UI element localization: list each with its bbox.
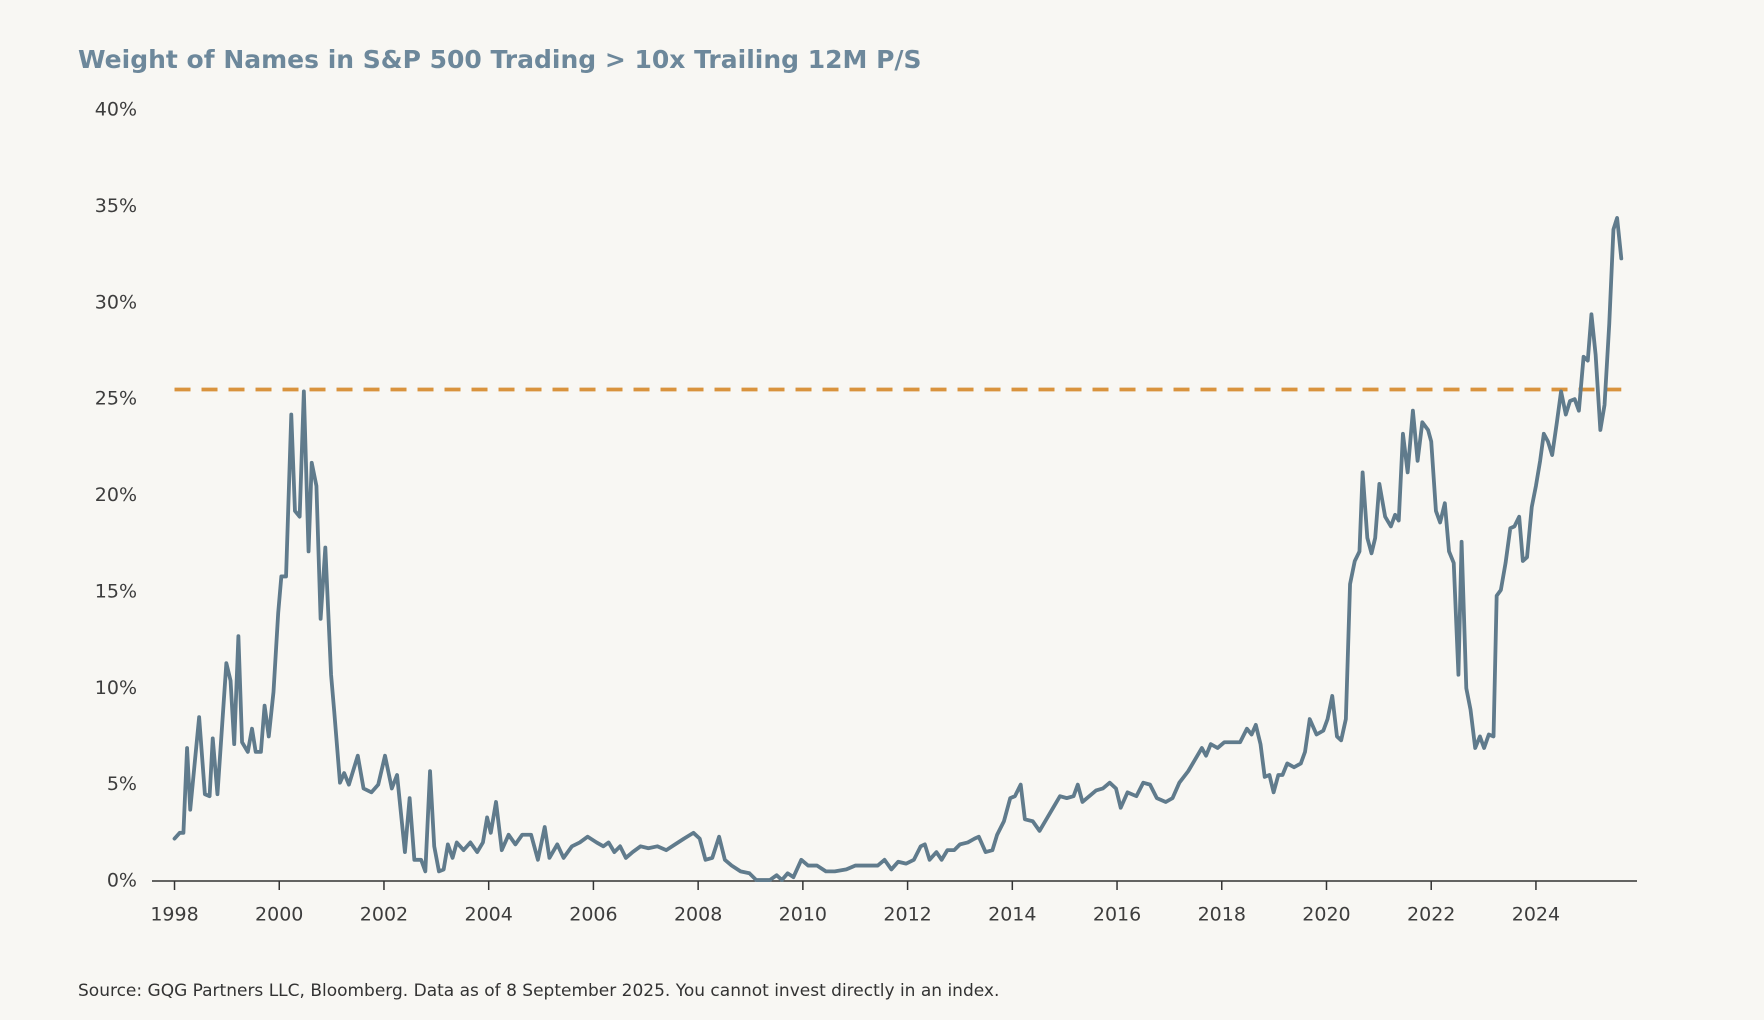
x-tick-label: 2014 bbox=[988, 904, 1036, 926]
source-note: Source: GQG Partners LLC, Bloomberg. Dat… bbox=[78, 981, 999, 1001]
chart-title: Weight of Names in S&P 500 Trading > 10x… bbox=[78, 45, 922, 74]
y-tick-label: 0% bbox=[107, 870, 137, 892]
x-tick-label: 2008 bbox=[674, 904, 722, 926]
x-tick-label: 2004 bbox=[465, 904, 513, 926]
x-tick-label: 2006 bbox=[569, 904, 617, 926]
x-tick-label: 2010 bbox=[779, 904, 827, 926]
data-line bbox=[172, 216, 1624, 882]
y-tick-label: 40% bbox=[95, 99, 137, 121]
y-tick-label: 15% bbox=[95, 580, 137, 602]
x-tick-label: 2000 bbox=[255, 904, 303, 926]
x-tick-label: 2024 bbox=[1512, 904, 1560, 926]
y-tick-label: 25% bbox=[95, 388, 137, 410]
y-tick-label: 5% bbox=[107, 773, 137, 795]
x-tick-label: 2018 bbox=[1198, 904, 1246, 926]
x-tick-label: 2002 bbox=[360, 904, 408, 926]
x-tick-label: 2020 bbox=[1302, 904, 1350, 926]
y-tick-label: 20% bbox=[95, 484, 137, 506]
y-tick-label: 35% bbox=[95, 195, 137, 217]
y-tick-label: 10% bbox=[95, 677, 137, 699]
x-tick-label: 1998 bbox=[150, 904, 198, 926]
x-tick-label: 2022 bbox=[1407, 904, 1455, 926]
x-tick-label: 2012 bbox=[883, 904, 931, 926]
x-tick-label: 2016 bbox=[1093, 904, 1141, 926]
y-tick-label: 30% bbox=[95, 291, 137, 313]
